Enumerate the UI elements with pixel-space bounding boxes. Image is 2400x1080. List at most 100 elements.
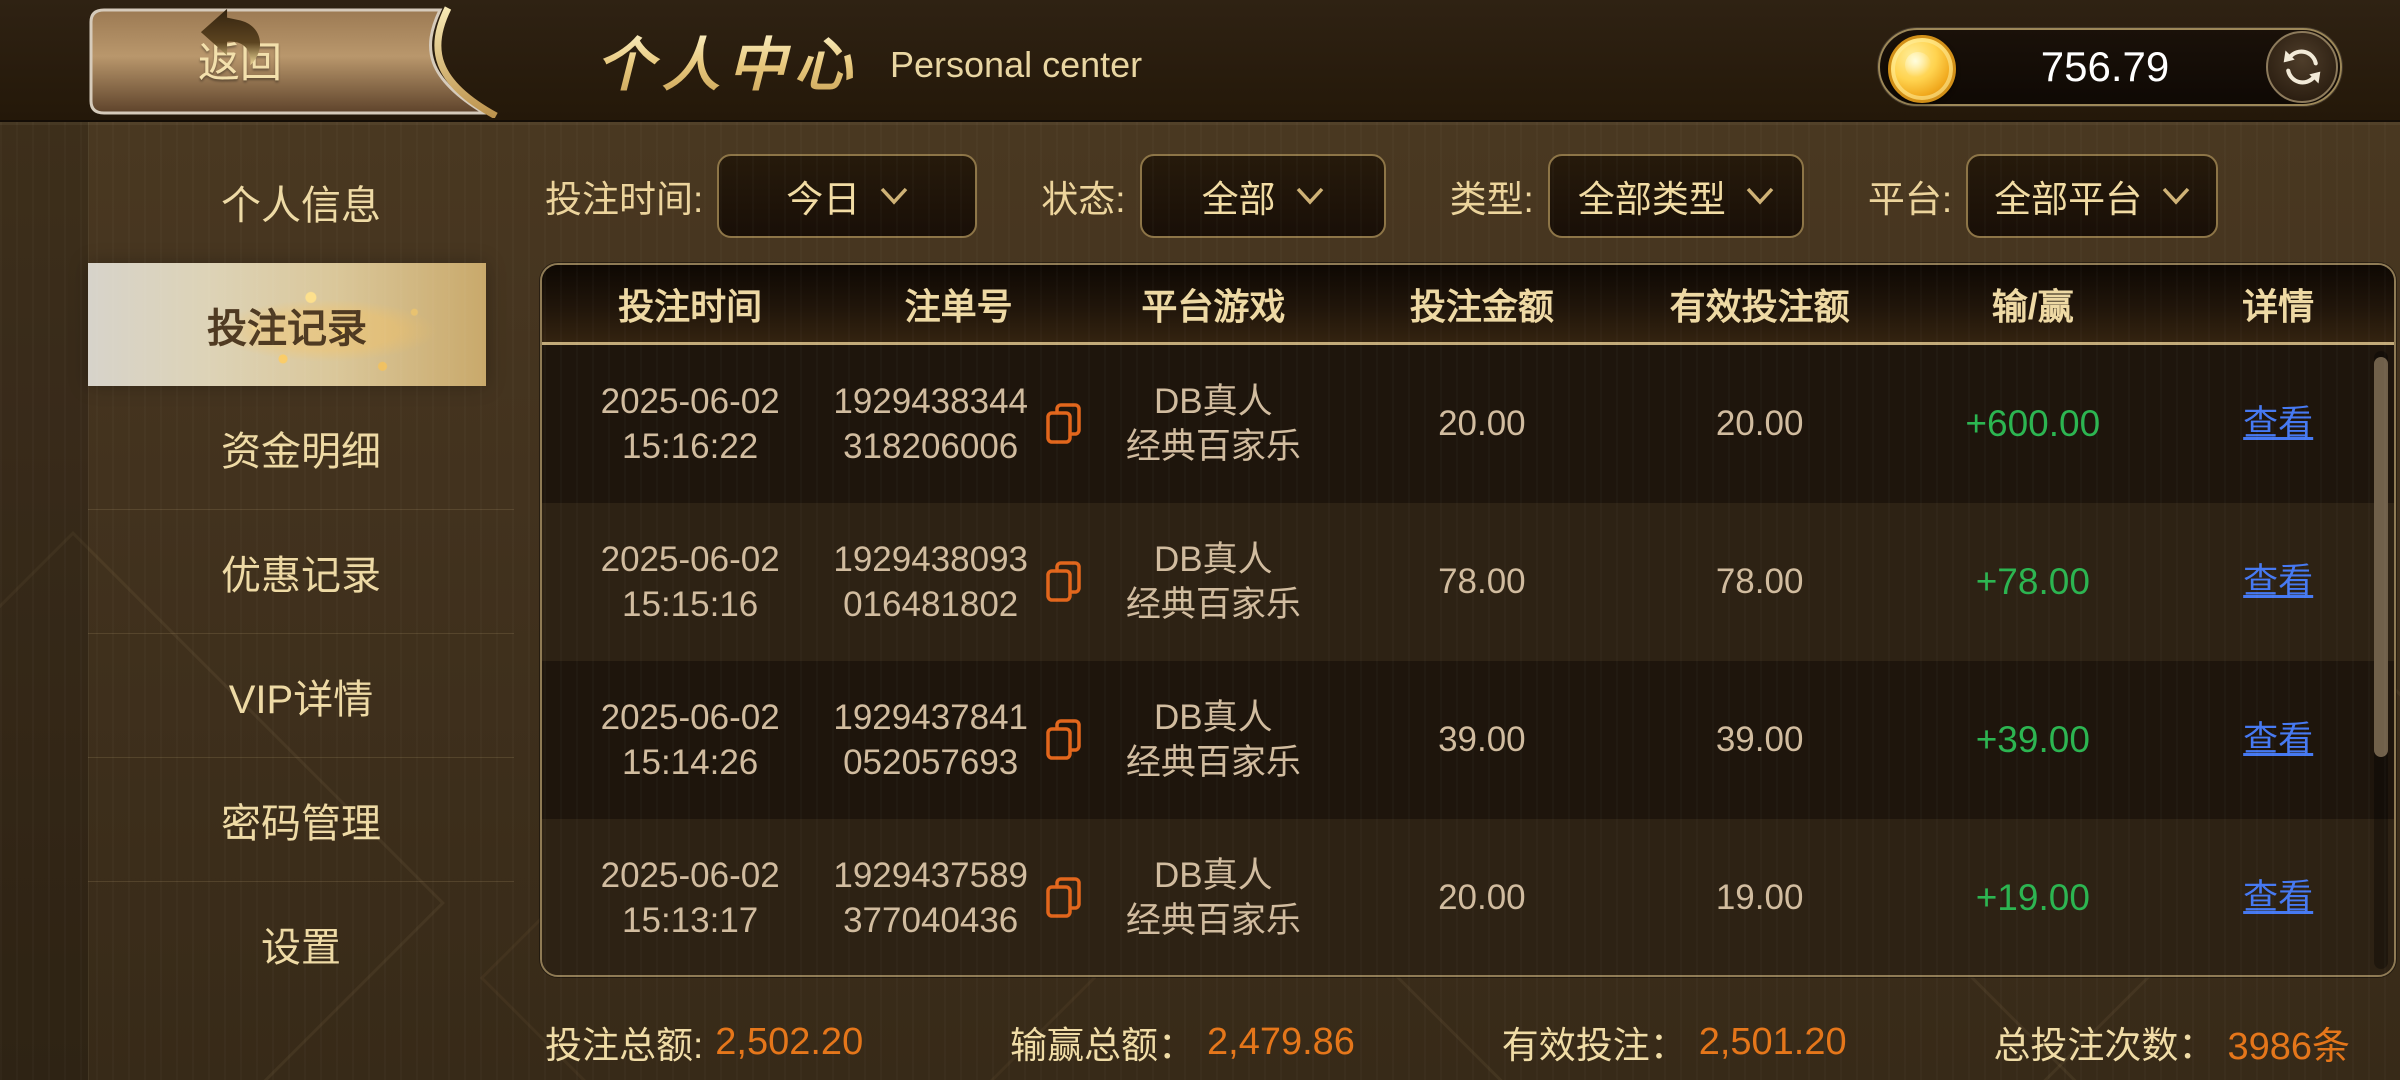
- game-name: 经典百家乐: [1125, 427, 1301, 466]
- cell-bet-time: 2025-06-02 15:16:22: [542, 379, 838, 470]
- chevron-down-icon: [2162, 187, 2190, 205]
- view-detail-link[interactable]: 查看: [2243, 404, 2314, 444]
- summary-total-win-loss: 输赢总额： 2,479.86: [1010, 1015, 1355, 1069]
- filter-value-platform: 全部平台: [1994, 179, 2143, 220]
- cell-details: 查看: [2162, 401, 2394, 447]
- bet-amount: 20.00: [1438, 878, 1526, 918]
- valid-bet-amount: 19.00: [1715, 878, 1804, 918]
- summary-bar: 投注总额: 2,502.20 输赢总额： 2,479.86 有效投注： 2,50…: [545, 1012, 2350, 1072]
- cell-platform-game: DB真人 经典百家乐: [1079, 379, 1348, 470]
- sidebar-menu: 个人信息 投注记录 资金明细 优惠记录 VIP详情 密码管理 设置: [88, 120, 514, 1005]
- column-header-bet-amount: 投注金额: [1409, 285, 1554, 327]
- sidebar-item-bet-records[interactable]: 投注记录: [88, 263, 486, 386]
- cell-bet-amount: 20.00: [1348, 401, 1617, 447]
- page-subtitle: Personal center: [890, 44, 1143, 85]
- bet-number-line2: 377040436: [843, 901, 1019, 940]
- refresh-icon: [2283, 49, 2321, 85]
- coin-icon: [1888, 35, 1956, 103]
- bet-time: 15:13:17: [622, 901, 759, 940]
- table-scrollbar-thumb[interactable]: [2374, 357, 2388, 757]
- summary-total-bet-count: 总投注次数： 3986条: [1993, 1015, 2350, 1070]
- sidebar-item-vip-details[interactable]: VIP详情: [88, 633, 514, 757]
- filter-dropdown-status[interactable]: 全部: [1139, 154, 1386, 238]
- platform-name: DB真人: [1154, 697, 1273, 737]
- sidebar-item-password-management[interactable]: 密码管理: [88, 757, 514, 881]
- summary-value: 2,501.20: [1698, 1020, 1847, 1063]
- bet-time: 15:16:22: [622, 427, 759, 466]
- cell-bet-amount: 78.00: [1348, 559, 1617, 605]
- column-header-bet-number: 注单号: [904, 285, 1013, 327]
- filter-value-type: 全部类型: [1577, 179, 1726, 220]
- refresh-balance-button[interactable]: [2266, 31, 2338, 103]
- filter-dropdown-platform[interactable]: 全部平台: [1966, 154, 2219, 238]
- sidebar-item-settings[interactable]: 设置: [88, 881, 514, 1005]
- cell-bet-amount: 20.00: [1348, 875, 1617, 921]
- bet-number-line1: 1929437841: [833, 697, 1029, 737]
- copy-icon: [1046, 561, 1081, 602]
- copy-bet-number-button[interactable]: [1044, 401, 1084, 447]
- table-row: 2025-06-02 15:14:26 1929437841 052057693…: [542, 661, 2394, 819]
- bet-date: 2025-06-02: [600, 539, 780, 579]
- filter-label-bet-time: 投注时间:: [545, 179, 704, 220]
- cell-bet-time: 2025-06-02 15:13:17: [542, 853, 838, 944]
- copy-icon: [1046, 719, 1081, 760]
- summary-label: 输赢总额：: [1010, 1025, 1195, 1066]
- bet-number-line2: 318206006: [843, 427, 1019, 466]
- cell-details: 查看: [2162, 559, 2394, 605]
- sidebar-item-label: 资金明细: [221, 429, 381, 474]
- valid-bet-amount: 39.00: [1715, 720, 1804, 760]
- game-name: 经典百家乐: [1125, 585, 1301, 624]
- page-title-group: 个人中心 Personal center: [596, 0, 1142, 120]
- bet-number-line2: 052057693: [843, 743, 1019, 782]
- column-header-valid-bet-amount: 有效投注额: [1669, 285, 1850, 327]
- back-button-label: 返回: [198, 38, 283, 86]
- copy-icon: [1046, 877, 1081, 918]
- copy-bet-number-button[interactable]: [1044, 875, 1084, 921]
- column-header-win-loss: 输/赢: [1991, 285, 2074, 327]
- filter-label-type: 类型:: [1449, 179, 1534, 220]
- copy-bet-number-button[interactable]: [1044, 717, 1084, 763]
- summary-total-bet: 投注总额: 2,502.20: [545, 1015, 863, 1069]
- sidebar: 个人信息 投注记录 资金明细 优惠记录 VIP详情 密码管理 设置: [0, 120, 514, 1080]
- cell-valid-bet-amount: 19.00: [1616, 875, 1903, 921]
- valid-bet-amount: 78.00: [1715, 562, 1804, 602]
- cell-platform-game: DB真人 经典百家乐: [1079, 695, 1348, 786]
- bet-time: 15:15:16: [622, 585, 759, 624]
- summary-value: 2,479.86: [1207, 1020, 1355, 1063]
- cell-win-loss: +600.00: [1903, 400, 2162, 448]
- win-loss-value: +78.00: [1975, 560, 2090, 602]
- cell-details: 查看: [2162, 875, 2394, 921]
- sidebar-item-promo-records[interactable]: 优惠记录: [88, 509, 514, 633]
- bet-time: 15:14:26: [622, 743, 759, 782]
- sidebar-item-label: 投注记录: [207, 306, 367, 351]
- filter-dropdown-bet-time[interactable]: 今日: [717, 154, 978, 238]
- view-detail-link[interactable]: 查看: [2243, 562, 2314, 602]
- filter-dropdown-type[interactable]: 全部类型: [1547, 154, 1804, 238]
- summary-label: 有效投注：: [1501, 1025, 1687, 1066]
- game-name: 经典百家乐: [1125, 743, 1301, 782]
- bet-number-line2: 016481802: [843, 585, 1019, 624]
- cell-bet-number: 1929438093 016481802: [833, 537, 1081, 628]
- filter-value-bet-time: 今日: [786, 179, 861, 220]
- table-row: 2025-06-02 15:16:22 1929438344 318206006…: [542, 345, 2394, 503]
- sidebar-item-label: 个人信息: [221, 183, 381, 228]
- cell-bet-time: 2025-06-02 15:15:16: [542, 537, 838, 628]
- bet-number-line1: 1929437589: [833, 855, 1029, 895]
- bet-number-line1: 1929438093: [833, 539, 1029, 579]
- cell-bet-number: 1929438344 318206006: [833, 379, 1081, 470]
- copy-bet-number-button[interactable]: [1044, 559, 1084, 605]
- balance-value: 756.79: [2040, 43, 2170, 90]
- bet-date: 2025-06-02: [600, 697, 780, 737]
- chevron-down-icon: [880, 187, 908, 205]
- sidebar-item-personal-info[interactable]: 个人信息: [88, 140, 514, 263]
- view-detail-link[interactable]: 查看: [2243, 878, 2314, 918]
- back-button[interactable]: 返回: [88, 6, 528, 118]
- bet-date: 2025-06-02: [600, 381, 780, 421]
- sidebar-item-fund-details[interactable]: 资金明细: [88, 386, 514, 509]
- cell-valid-bet-amount: 78.00: [1616, 559, 1903, 605]
- platform-name: DB真人: [1154, 381, 1273, 421]
- win-loss-value: +600.00: [1965, 402, 2101, 444]
- view-detail-link[interactable]: 查看: [2243, 720, 2314, 760]
- cell-valid-bet-amount: 20.00: [1616, 401, 1903, 447]
